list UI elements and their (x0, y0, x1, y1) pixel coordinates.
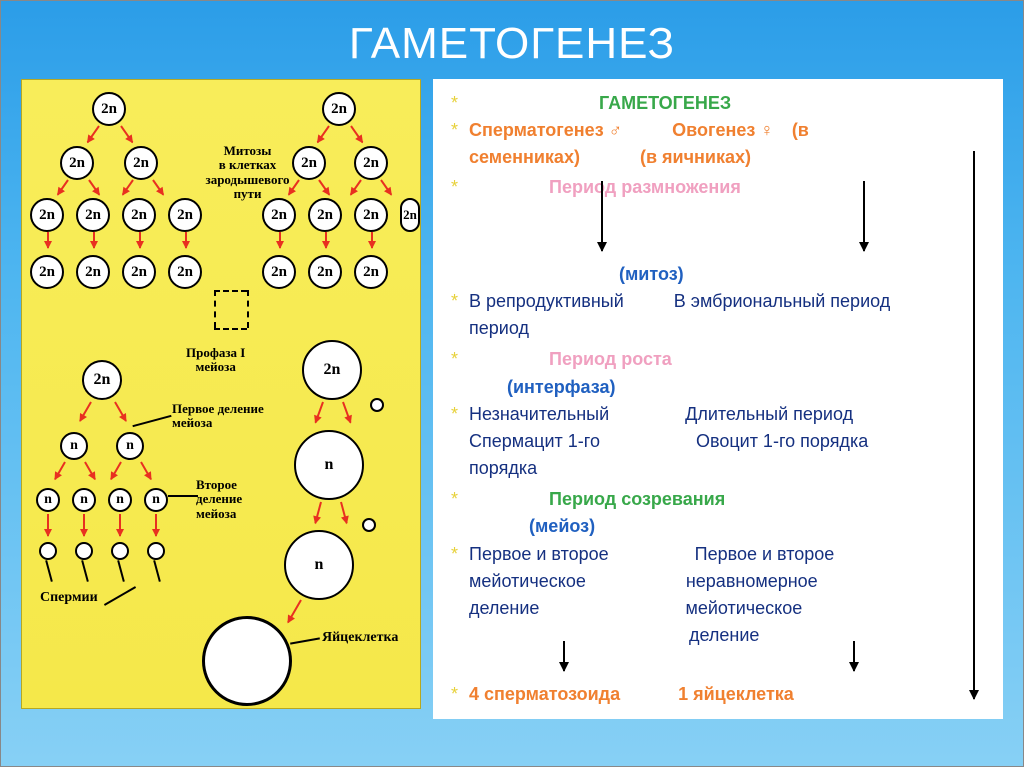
period-maturation: Период созревания (549, 487, 725, 512)
cell-n: n (60, 432, 88, 460)
interphase-label: (интерфаза) (507, 375, 615, 400)
label-mitosis: Митозы в клетках зародышевого пути (200, 144, 295, 201)
p3-right2: неравномерное (686, 569, 818, 594)
cell-2n: 2n (124, 146, 158, 180)
cell-n: n (116, 432, 144, 460)
arrow-down-icon (863, 181, 865, 251)
cell-2n: 2n (354, 198, 388, 232)
cell-2n: 2n (322, 92, 356, 126)
label-prophase: Профаза I мейоза (186, 346, 245, 375)
sperm-cell (147, 542, 165, 560)
p3-left2: мейотическое (469, 569, 586, 594)
cell-2n: 2n (262, 255, 296, 289)
text-panel: *ГАМЕТОГЕНЕЗ * Сперматогенез ♂ Овогенез … (433, 79, 1003, 719)
polar-body (362, 518, 376, 532)
p3-left3: деление (469, 596, 539, 621)
p1-right: В эмбриональный период (674, 289, 890, 314)
arrow-down-icon (563, 641, 565, 671)
cell-n: n (108, 488, 132, 512)
cell-2n: 2n (168, 255, 202, 289)
p3-right: Первое и второе (695, 542, 835, 567)
p1-left: В репродуктивный (469, 289, 624, 314)
p3-right4: деление (689, 623, 759, 648)
cell-2n: 2n (262, 198, 296, 232)
sperm-cell (111, 542, 129, 560)
p3-left: Первое и второе (469, 542, 609, 567)
cell-2n: 2n (292, 146, 326, 180)
cell-2n: 2n (92, 92, 126, 126)
diagram-panel: 2n 2n 2n 2n 2n 2n 2n 2n 2n 2n 2n 2n n n … (21, 79, 421, 709)
arrow-down-icon (853, 641, 855, 671)
heading: ГАМЕТОГЕНЕЗ (599, 91, 731, 116)
period-growth: Период роста (549, 347, 672, 372)
p2-left: Незначительный (469, 402, 609, 427)
cell-prophase: 2n (82, 360, 122, 400)
cell-2n: 2n (30, 255, 64, 289)
sperm-loc: семенниках) (469, 145, 580, 170)
cell-2n: 2n (354, 146, 388, 180)
p1-left2: период (469, 316, 529, 341)
cell-n: n (72, 488, 96, 512)
arrow-down-long-icon (973, 151, 975, 699)
cell-oocyte-n: n (294, 430, 364, 500)
meiosis-label: (мейоз) (529, 514, 595, 539)
p2-right: Длительный период (685, 402, 853, 427)
sperm-heading: Сперматогенез ♂ (469, 118, 622, 143)
page-title: ГАМЕТОГЕНЕЗ (1, 1, 1023, 79)
arrow-down-icon (601, 181, 603, 251)
cell-2n: 2n (168, 198, 202, 232)
cell-2n: 2n (308, 255, 342, 289)
cell-2n: 2n (60, 146, 94, 180)
p2-left2: Спермацит 1-го (469, 429, 600, 454)
label-meiosis2: Второе деление мейоза (196, 478, 242, 521)
cell-2n: 2n (308, 198, 342, 232)
ovo-heading: Овогенез ♀ (672, 118, 774, 143)
mitosis-label: (митоз) (619, 262, 684, 287)
polar-body (370, 398, 384, 412)
ovo-loc: (в яичниках) (640, 145, 751, 170)
result-egg: 1 яйцеклетка (678, 682, 794, 707)
cell-oocyte-2n: 2n (302, 340, 362, 400)
result-sperm: 4 сперматозоида (469, 682, 620, 707)
main-content: 2n 2n 2n 2n 2n 2n 2n 2n 2n 2n 2n 2n n n … (1, 79, 1023, 719)
sperm-cell (75, 542, 93, 560)
cell-oocyte-n: n (284, 530, 354, 600)
sperm-cell (39, 542, 57, 560)
p2-left3: порядка (469, 456, 537, 481)
label-meiosis1: Первое деление мейоза (172, 402, 264, 431)
cell-2n: 2n (30, 198, 64, 232)
cell-2n: 2n (122, 198, 156, 232)
cell-2n: 2n (76, 255, 110, 289)
label-egg: Яйцеклетка (322, 630, 398, 645)
cell-2n: 2n (400, 198, 420, 232)
egg-cell (202, 616, 292, 706)
cell-2n: 2n (76, 198, 110, 232)
cell-n: n (144, 488, 168, 512)
cell-2n: 2n (122, 255, 156, 289)
period-reproduction: Период размножения (549, 175, 741, 200)
cell-2n: 2n (354, 255, 388, 289)
cell-n: n (36, 488, 60, 512)
p3-right3: мейотическое (685, 596, 802, 621)
p2-right2: Овоцит 1-го порядка (696, 429, 868, 454)
label-sperm: Спермии (40, 590, 98, 605)
